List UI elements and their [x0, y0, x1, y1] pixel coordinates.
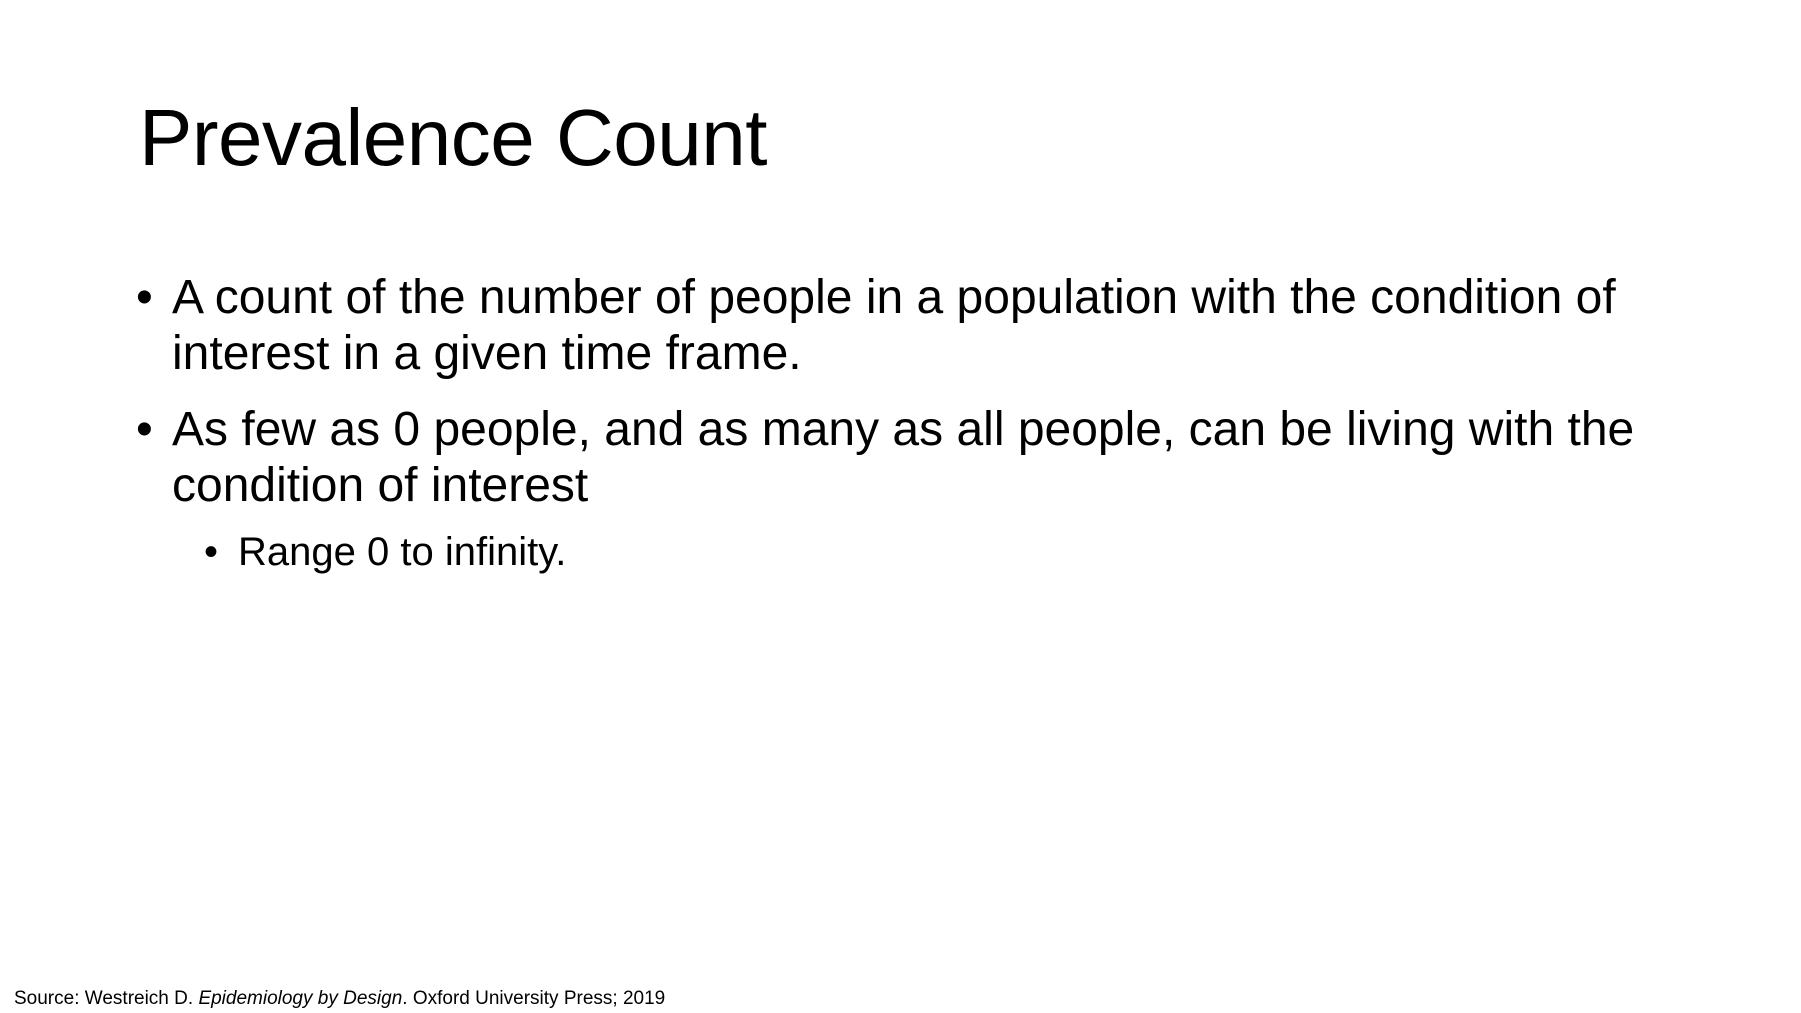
- bullet-text: As few as 0 people, and as many as all p…: [172, 403, 1635, 512]
- sub-bullet-text: Range 0 to infinity.: [238, 530, 567, 574]
- sub-bullet-item: Range 0 to infinity.: [204, 528, 1696, 576]
- bullet-list: A count of the number of people in a pop…: [136, 270, 1696, 596]
- bullet-item: As few as 0 people, and as many as all p…: [136, 402, 1696, 576]
- slide-title: Prevalence Count: [139, 93, 767, 182]
- source-book-title: Epidemiology by Design: [198, 988, 403, 1009]
- source-citation: Source: Westreich D. Epidemiology by Des…: [14, 988, 665, 1010]
- source-suffix: . Oxford University Press; 2019: [402, 988, 666, 1009]
- bullet-item: A count of the number of people in a pop…: [136, 270, 1696, 382]
- sub-bullet-list: Range 0 to infinity.: [172, 528, 1696, 576]
- source-prefix: Source: Westreich D.: [14, 988, 199, 1009]
- bullet-text: A count of the number of people in a pop…: [172, 271, 1616, 380]
